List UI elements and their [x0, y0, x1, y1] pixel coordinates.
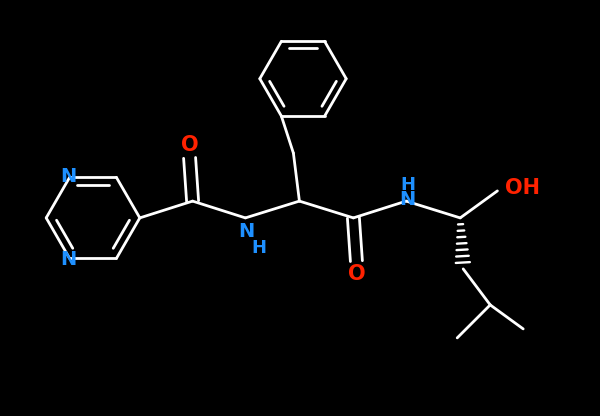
Text: OH: OH	[505, 178, 540, 198]
Text: H: H	[251, 239, 266, 257]
Text: N: N	[60, 250, 77, 269]
Text: N: N	[60, 167, 77, 186]
Text: O: O	[181, 135, 199, 155]
Text: N: N	[238, 222, 255, 240]
Text: H: H	[400, 176, 415, 194]
Text: N: N	[399, 191, 416, 209]
Text: O: O	[347, 264, 365, 284]
